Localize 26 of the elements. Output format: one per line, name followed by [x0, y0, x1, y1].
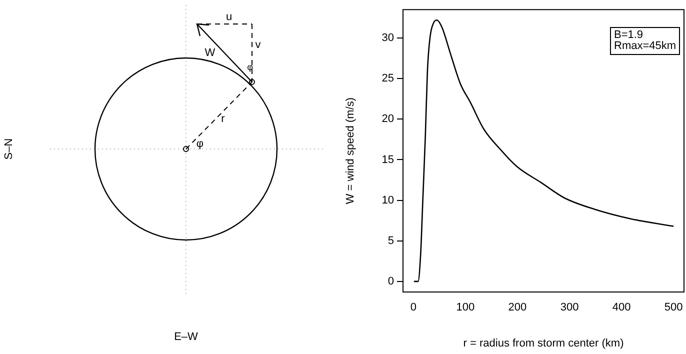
x-tick-label: 0	[410, 302, 416, 314]
y-tick-label: 30	[382, 32, 394, 44]
text: φ	[247, 62, 254, 72]
x-tick-label: 100	[456, 302, 475, 314]
x-tick-label: 400	[612, 302, 631, 314]
y-tick-label: 10	[382, 194, 394, 206]
line-series	[413, 20, 674, 282]
x-tick-label: 300	[560, 302, 579, 314]
x-tick-label: 200	[508, 302, 527, 314]
y-tick-label: 5	[388, 234, 394, 247]
y-tick-label: 0	[388, 275, 394, 288]
x-tick-label: 500	[664, 302, 683, 314]
annotation: Rmax=45km	[614, 40, 676, 52]
y-tick-label: 20	[382, 113, 394, 126]
text: E–W	[174, 331, 199, 343]
y-tick-label: 25	[382, 72, 394, 85]
x-axis-title: r = radius from storm center (km)	[463, 337, 624, 350]
text: r	[221, 113, 226, 125]
text: W	[204, 47, 216, 59]
annotation: B=1.9	[614, 29, 644, 41]
y-axis-title: W = wind speed (m/s)	[344, 97, 357, 204]
text: v	[255, 39, 262, 51]
text: S–N	[3, 138, 15, 160]
y-tick-label: 15	[382, 154, 394, 166]
text: u	[226, 11, 232, 23]
text: φ	[196, 138, 204, 150]
